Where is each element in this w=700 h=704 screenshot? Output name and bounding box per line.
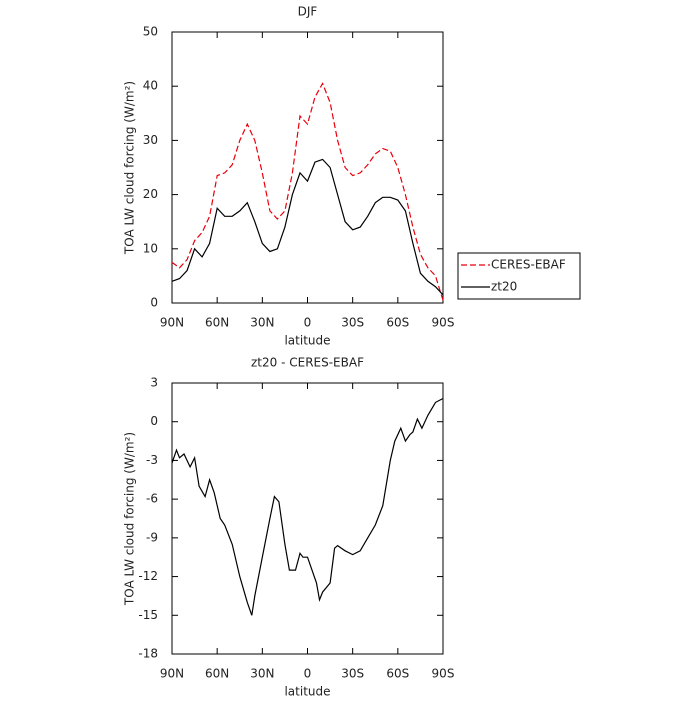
x-tick-label: 30N — [250, 316, 274, 330]
chart-title: DJF — [298, 5, 318, 19]
x-axis-label: latitude — [284, 334, 330, 348]
x-axis-label: latitude — [284, 685, 330, 699]
x-tick-label: 90N — [160, 316, 184, 330]
plot-frame — [171, 31, 444, 304]
plot-frame — [171, 382, 444, 655]
y-tick-label: -6 — [146, 492, 158, 506]
x-tick-label: 30N — [250, 667, 274, 681]
y-tick-label: -12 — [138, 569, 158, 583]
y-tick-label: -15 — [138, 608, 158, 622]
y-tick-label: -3 — [146, 453, 158, 467]
x-tick-label: 60S — [386, 667, 409, 681]
x-tick-label: 90S — [432, 667, 455, 681]
y-tick-label: 30 — [143, 133, 158, 147]
y-tick-label: 3 — [150, 376, 158, 390]
x-tick-label: 90N — [160, 667, 184, 681]
x-tick-label: 60S — [386, 316, 409, 330]
x-tick-label: 0 — [304, 667, 312, 681]
x-tick-label: 30S — [341, 667, 364, 681]
y-tick-label: 50 — [143, 25, 158, 39]
y-tick-label: 10 — [143, 241, 158, 255]
x-tick-label: 30S — [341, 316, 364, 330]
chart-title: zt20 - CERES-EBAF — [251, 356, 364, 370]
data-line — [171, 397, 444, 616]
y-axis-label: TOA LW cloud forcing (W/m²) — [123, 432, 137, 606]
legend-label: zt20 — [491, 280, 517, 294]
x-tick-label: 0 — [304, 316, 312, 330]
x-tick-label: 90S — [432, 316, 455, 330]
y-tick-label: -18 — [138, 647, 158, 661]
y-tick-label: 20 — [143, 187, 158, 201]
y-tick-label: 0 — [150, 296, 158, 310]
legend-label: CERES-EBAF — [491, 258, 566, 272]
panel: zt20 - CERES-EBAF -18 -15 -12 -9 -6 -3 0 3 90N 60N… — [123, 356, 455, 699]
y-axis-label: TOA LW cloud forcing (W/m²) — [123, 81, 137, 255]
y-tick-label: 40 — [143, 79, 158, 93]
panel: DJF 0 10 20 30 40 50 90N 60N 30N 0 30S 60S 90S latitud… — [123, 5, 581, 348]
x-tick-label: 60N — [205, 667, 229, 681]
x-tick-label: 60N — [205, 316, 229, 330]
legend-box — [457, 252, 581, 300]
y-tick-label: 0 — [150, 414, 158, 428]
data-line — [171, 158, 444, 296]
data-line — [171, 82, 444, 301]
y-tick-label: -9 — [146, 530, 158, 544]
